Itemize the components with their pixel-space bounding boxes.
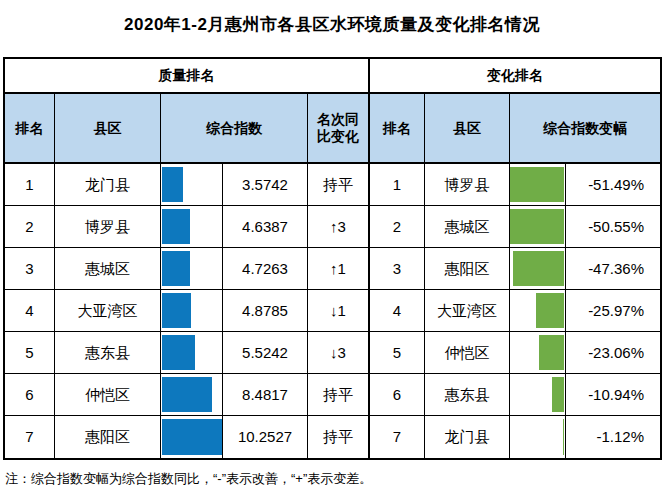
report-page: 2020年1-2月惠州市各县区水环境质量及变化排名情况 质量排名 变化排名 排名… (0, 0, 664, 495)
quality-rank-change-cell: ↑3 (308, 206, 370, 248)
quality-index-cell: 4.7263 (223, 248, 308, 290)
change-bar (552, 377, 564, 412)
quality-rank-change-cell: ↓3 (308, 332, 370, 374)
quality-rank-change-cell: 持平 (308, 374, 370, 416)
change-bar-cell (510, 332, 566, 374)
change-value-cell: -23.06% (566, 332, 660, 374)
quality-rank-change-cell: ↓1 (308, 290, 370, 332)
quality-rank-cell: 7 (5, 416, 55, 458)
index-bar (162, 293, 191, 328)
quality-index-cell: 4.8785 (223, 290, 308, 332)
quality-rank-change-cell: 持平 (308, 164, 370, 206)
change-bar (513, 251, 564, 286)
change-rank-column-header: 排名 (370, 94, 425, 164)
index-bar (162, 251, 190, 286)
quality-index-cell: 4.6387 (223, 206, 308, 248)
quality-bar-cell (161, 374, 223, 416)
change-bar-cell (510, 374, 566, 416)
change-value-cell: -51.49% (566, 164, 660, 206)
quality-rank-column-header: 排名 (5, 94, 55, 164)
quality-district-cell: 惠东县 (55, 332, 161, 374)
change-value-cell: -47.36% (566, 248, 660, 290)
index-bar (162, 167, 183, 202)
change-value-cell: -25.97% (566, 290, 660, 332)
change-bar (510, 167, 564, 202)
quality-bar-cell (161, 290, 223, 332)
change-bar-cell (510, 206, 566, 248)
index-bar (162, 209, 190, 244)
quality-district-cell: 惠阳区 (55, 416, 161, 458)
quality-rank-change-cell: ↑1 (308, 248, 370, 290)
quality-rank-change-column-header: 名次同比变化 (308, 94, 370, 164)
quality-index-cell: 5.5242 (223, 332, 308, 374)
quality-bar-cell (161, 164, 223, 206)
quality-district-cell: 博罗县 (55, 206, 161, 248)
quality-index-cell: 3.5742 (223, 164, 308, 206)
change-bar (539, 335, 564, 370)
footnote: 注：综合指数变幅为综合指数同比，“-”表示改善，“+”表示变差。 (5, 470, 372, 488)
change-district-column-header: 县区 (425, 94, 510, 164)
quality-bar-cell (161, 248, 223, 290)
quality-rank-cell: 2 (5, 206, 55, 248)
change-district-cell: 惠东县 (425, 374, 510, 416)
quality-rank-cell: 3 (5, 248, 55, 290)
change-rank-cell: 4 (370, 290, 425, 332)
quality-district-cell: 仲恺区 (55, 374, 161, 416)
change-district-cell: 惠阳区 (425, 248, 510, 290)
quality-rank-cell: 1 (5, 164, 55, 206)
change-bar-cell (510, 290, 566, 332)
index-bar (162, 335, 195, 370)
quality-rank-change-cell: 持平 (308, 416, 370, 458)
quality-index-column-header: 综合指数 (161, 94, 308, 164)
change-rank-cell: 5 (370, 332, 425, 374)
quality-district-column-header: 县区 (55, 94, 161, 164)
change-bar-cell (510, 248, 566, 290)
change-district-cell: 博罗县 (425, 164, 510, 206)
change-value-cell: -50.55% (566, 206, 660, 248)
change-bar (536, 293, 564, 328)
change-value-cell: -10.94% (566, 374, 660, 416)
quality-index-cell: 8.4817 (223, 374, 308, 416)
quality-section-header: 质量排名 (5, 59, 370, 94)
index-bar (162, 419, 223, 455)
change-rank-cell: 3 (370, 248, 425, 290)
change-rank-cell: 7 (370, 416, 425, 458)
quality-district-cell: 大亚湾区 (55, 290, 161, 332)
change-district-cell: 惠城区 (425, 206, 510, 248)
change-district-cell: 仲恺区 (425, 332, 510, 374)
change-bar (563, 419, 564, 455)
quality-rank-cell: 4 (5, 290, 55, 332)
change-rank-cell: 2 (370, 206, 425, 248)
quality-index-cell: 10.2527 (223, 416, 308, 458)
change-value-cell: -1.12% (566, 416, 660, 458)
quality-bar-cell (161, 206, 223, 248)
quality-bar-cell (161, 416, 223, 458)
quality-bar-cell (161, 332, 223, 374)
ranking-table: 质量排名 变化排名 排名 县区 综合指数 名次同比变化 排名 县区 综合指数变幅… (3, 57, 662, 460)
index-bar (162, 377, 212, 412)
change-section-header: 变化排名 (370, 59, 660, 94)
change-district-cell: 大亚湾区 (425, 290, 510, 332)
change-bar-cell (510, 416, 566, 458)
change-index-column-header: 综合指数变幅 (510, 94, 660, 164)
quality-rank-cell: 5 (5, 332, 55, 374)
change-rank-cell: 1 (370, 164, 425, 206)
change-bar-cell (510, 164, 566, 206)
quality-rank-cell: 6 (5, 374, 55, 416)
change-bar (510, 209, 564, 244)
quality-district-cell: 惠城区 (55, 248, 161, 290)
quality-district-cell: 龙门县 (55, 164, 161, 206)
change-district-cell: 龙门县 (425, 416, 510, 458)
page-title: 2020年1-2月惠州市各县区水环境质量及变化排名情况 (0, 13, 664, 36)
change-rank-cell: 6 (370, 374, 425, 416)
